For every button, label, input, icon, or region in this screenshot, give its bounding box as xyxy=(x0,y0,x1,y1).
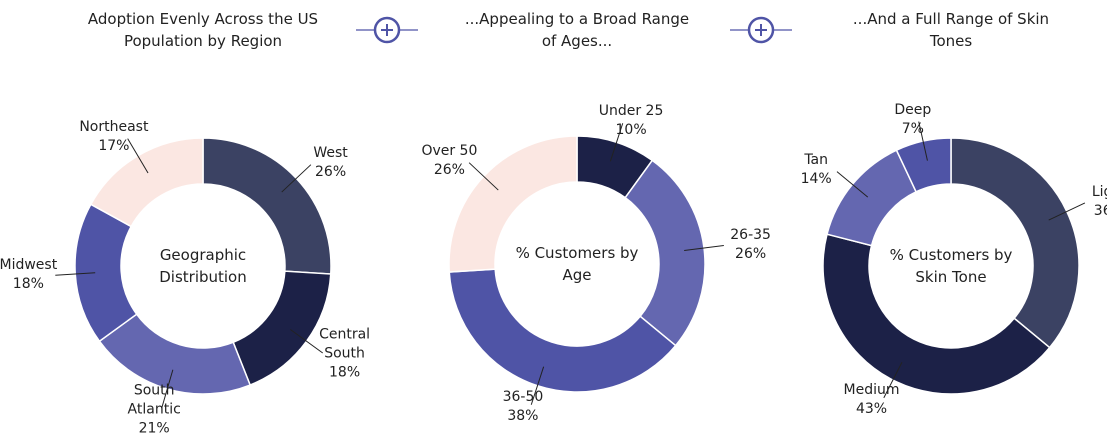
donut-slice xyxy=(624,159,706,347)
label-value: 10% xyxy=(615,122,647,139)
data-label: Tan 14% xyxy=(776,151,856,189)
data-label: West 26% xyxy=(291,144,371,182)
data-label: Deep 7% xyxy=(873,101,953,139)
plus-icon xyxy=(356,16,418,44)
center-label: % Customers by Skin Tone xyxy=(889,246,1013,286)
data-label: Midwest 18% xyxy=(0,256,68,294)
label-name: Midwest xyxy=(0,257,58,274)
chart-title: ...And a Full Range of Skin Tones xyxy=(852,10,1050,50)
label-value: 7% xyxy=(901,120,924,137)
label-value: 18% xyxy=(329,364,361,381)
label-value: 18% xyxy=(12,276,44,293)
label-name: Light xyxy=(1091,184,1107,201)
label-name: Medium xyxy=(843,381,900,398)
leader-line xyxy=(530,366,545,405)
label-value: 21% xyxy=(138,420,170,437)
center-label: Geographic Distribution xyxy=(159,246,247,286)
leader-line xyxy=(161,369,174,409)
label-value: 26% xyxy=(315,164,347,181)
donut-slice xyxy=(822,233,1051,395)
leader-line xyxy=(281,164,312,193)
label-value: 14% xyxy=(800,171,832,188)
chart-title: ...Appealing to a Broad Range of Ages... xyxy=(464,10,690,50)
plus-icon xyxy=(730,16,792,44)
donut-slice xyxy=(950,137,1080,349)
data-label: Over 50 26% xyxy=(409,142,489,180)
data-label: 26-35 26% xyxy=(711,226,791,264)
donut-slice xyxy=(448,135,578,273)
label-value: 38% xyxy=(507,407,539,424)
leader-line xyxy=(55,272,96,276)
leader-line xyxy=(127,138,149,174)
donut-slice xyxy=(448,268,677,393)
center-label: % Customers by Age xyxy=(515,244,639,284)
leader-line xyxy=(918,121,928,161)
leader-line xyxy=(836,171,869,198)
data-label: 36-50 38% xyxy=(483,388,563,426)
donut-slice xyxy=(89,137,204,228)
chart-title: Adoption Evenly Across the US Population… xyxy=(87,10,319,50)
donut-slice xyxy=(895,137,952,193)
donut-slice xyxy=(202,137,332,275)
label-value: 26% xyxy=(433,162,465,179)
label-value: 43% xyxy=(855,400,888,417)
leader-line xyxy=(883,362,903,399)
label-name: South Atlantic xyxy=(127,382,181,418)
data-label: Northeast 17% xyxy=(74,118,154,156)
label-name: Northeast xyxy=(79,118,149,135)
leader-line xyxy=(684,244,724,251)
label-value: 26% xyxy=(735,246,767,263)
label-name: 36-50 xyxy=(502,388,544,405)
data-label: South Atlantic 21% xyxy=(114,382,194,439)
leader-line xyxy=(290,329,324,354)
leader-line xyxy=(468,162,499,191)
label-value: 17% xyxy=(98,137,130,154)
data-label: Light 36% xyxy=(1069,183,1107,221)
label-name: Over 50 xyxy=(421,143,478,160)
label-value: 36% xyxy=(1093,203,1107,220)
data-label: Under 25 10% xyxy=(591,102,671,140)
label-name: Central South xyxy=(319,326,371,362)
label-name: 26-35 xyxy=(730,227,771,244)
data-label: Central South 18% xyxy=(305,326,385,383)
data-label: Medium 43% xyxy=(832,381,912,419)
label-name: Deep xyxy=(894,101,932,118)
leader-line xyxy=(1048,202,1086,221)
label-name: Tan xyxy=(804,152,828,169)
label-name: West xyxy=(313,145,348,162)
label-name: Under 25 xyxy=(598,103,664,120)
leader-line xyxy=(609,123,624,162)
